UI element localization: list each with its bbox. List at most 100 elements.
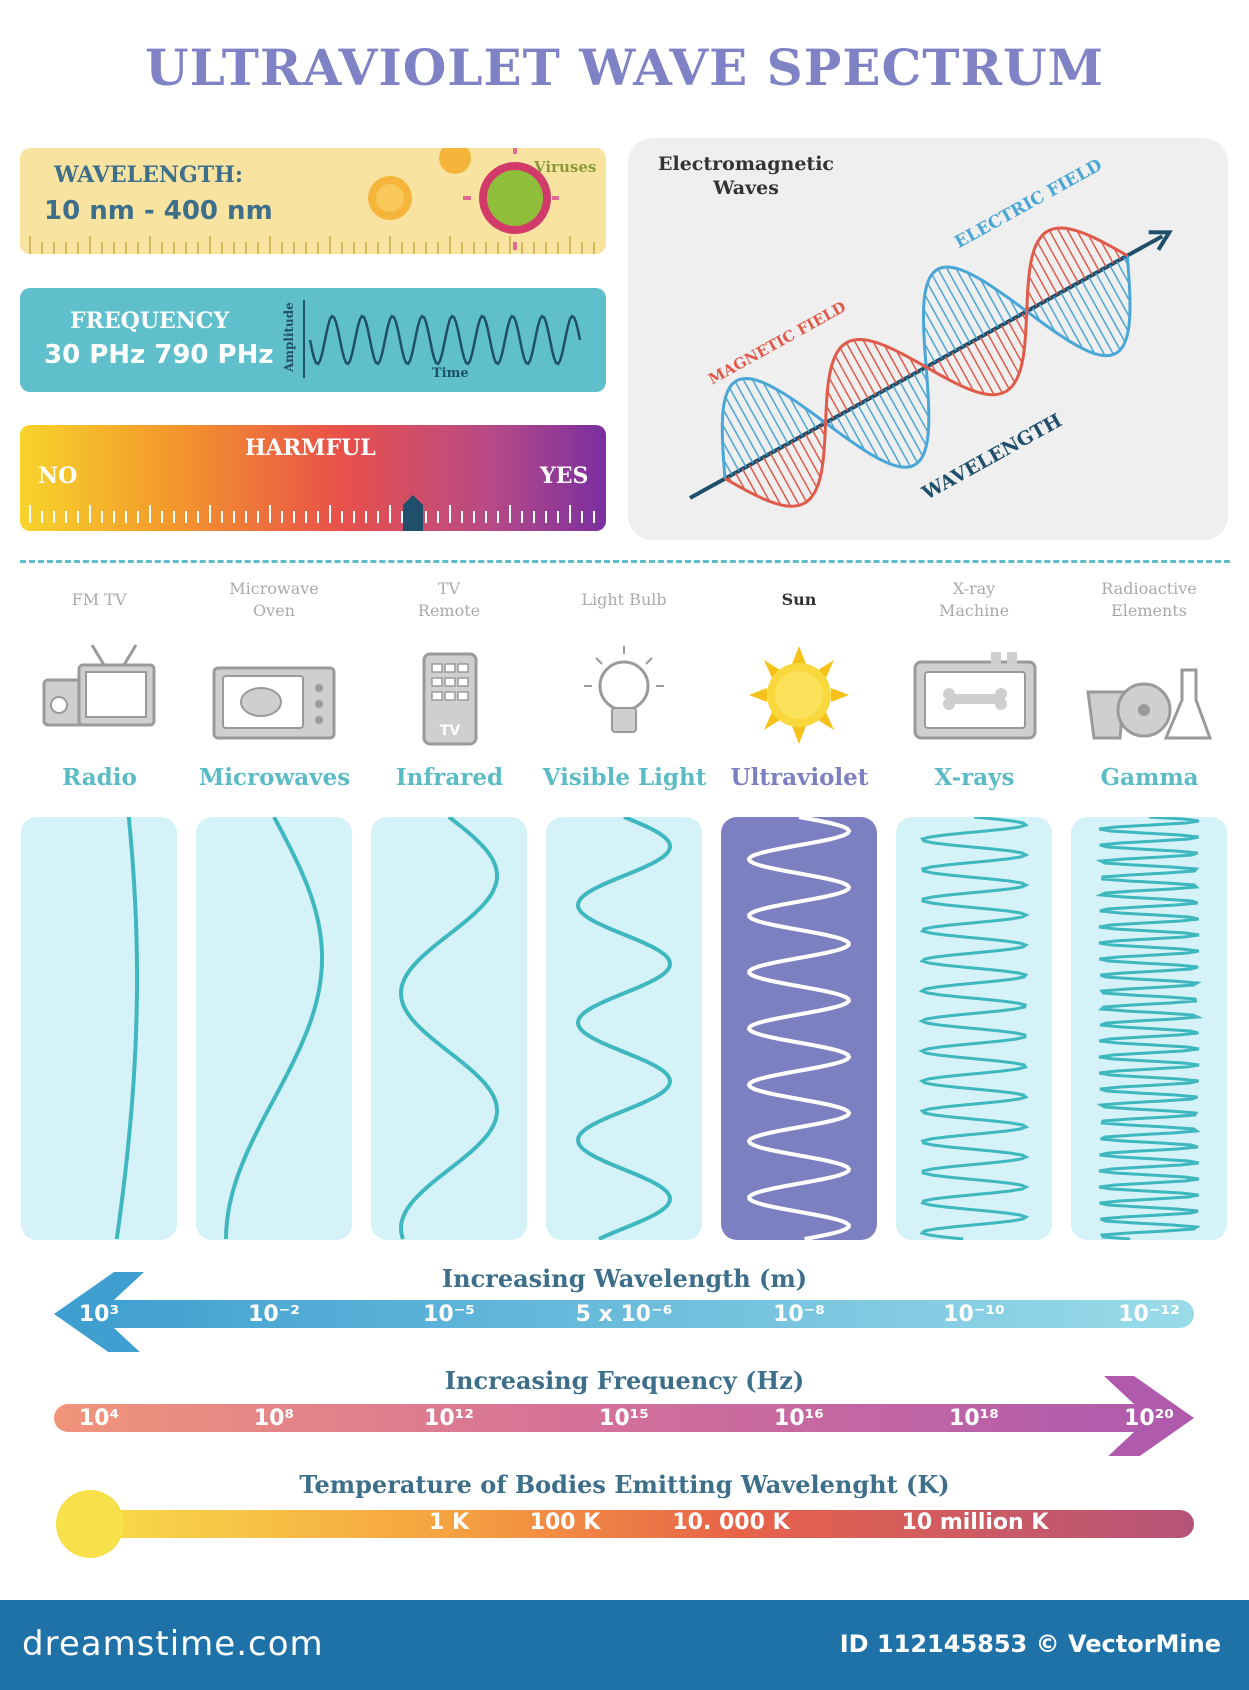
harmful-no-label: NO <box>38 463 78 489</box>
band-label-infrared: Infrared <box>395 764 504 791</box>
frequency-card: FREQUENCY 30 PHz 790 PHz Amplitude Time <box>20 288 606 392</box>
magnetic-hatch-line <box>830 365 856 408</box>
magnetic-hatch-line <box>755 460 782 506</box>
svg-text:TV: TV <box>440 723 461 739</box>
wave-panel-ultraviolet <box>721 817 877 1240</box>
electric-hatch-line <box>819 418 824 425</box>
magnetic-hatch-line <box>1021 313 1027 322</box>
electric-hatch-line <box>1008 298 1020 317</box>
band-label-ultraviolet: Ultraviolet <box>730 764 869 791</box>
magnetic-hatch-line <box>1048 229 1079 284</box>
em-title: Electromagnetic Waves <box>646 152 846 200</box>
magnetic-hatch-line <box>1036 241 1065 291</box>
electric-hatch-line <box>878 392 919 464</box>
footer-logo[interactable]: dreamstime.com <box>22 1624 324 1664</box>
electric-hatch-line <box>892 385 927 447</box>
magnetic-hatch-line <box>979 336 1010 390</box>
magnetic-hatch-line <box>769 453 800 506</box>
electric-hatch-line <box>1046 299 1071 342</box>
electric-hatch-line <box>836 416 852 442</box>
electric-hatch-line <box>922 308 950 355</box>
frequency-wave-graph <box>303 300 582 378</box>
electric-hatch-line <box>955 267 992 332</box>
wave-panel-microwaves <box>196 817 352 1240</box>
temperature-tick-label: 10 million K <box>901 1510 1049 1535</box>
magnetic-hatch-line <box>930 363 937 374</box>
frequency-tick-label: 10¹⁶ <box>774 1406 824 1431</box>
magnetic-hatch-line <box>1042 234 1072 287</box>
virus-icon <box>368 148 559 250</box>
electric-hatch-line <box>789 396 810 433</box>
electric-hatch-line <box>1123 257 1129 266</box>
harmful-indicator-icon <box>402 495 423 531</box>
harmful-card: HARMFUL NO YES <box>20 425 606 531</box>
xray-machine-icon <box>913 652 1037 740</box>
magnetic-hatch-line <box>965 344 995 396</box>
temperature-tick-label: 100 K <box>529 1510 601 1535</box>
electric-hatch-line <box>913 373 930 401</box>
electric-hatch-line <box>885 389 924 457</box>
band-label-radio: Radio <box>62 764 137 791</box>
source-name-line: Elements <box>1111 601 1187 620</box>
band-label-x-rays: X-rays <box>934 764 1015 791</box>
magnetic-hatch-line <box>804 433 824 466</box>
electric-hatch-line <box>1109 264 1131 303</box>
magnetic-hatch-line <box>1030 262 1051 299</box>
magnetic-hatch-line <box>1032 251 1058 295</box>
magnetic-hatch-line <box>951 352 975 392</box>
electric-hatch-line <box>1060 292 1096 355</box>
wavelength-heading: WAVELENGTH: <box>54 162 244 188</box>
time-label: Time <box>432 366 469 381</box>
magnetic-hatch-line <box>1113 247 1121 260</box>
electric-hatch-line <box>1081 280 1121 351</box>
source-name-line: X-ray <box>952 579 996 598</box>
source-name-line: Light Bulb <box>581 590 667 609</box>
electric-hatch-line <box>1053 295 1084 350</box>
magnetic-hatch-line <box>853 339 884 392</box>
magnetic-hatch-line <box>944 356 963 387</box>
wave-curve <box>398 817 500 1240</box>
magnetic-hatch-line <box>1076 230 1100 272</box>
magnetic-hatch-line <box>839 347 870 400</box>
magnetic-hatch-line <box>1007 321 1025 351</box>
wave-panel-gamma <box>1071 817 1227 1240</box>
electric-hatch-line <box>899 381 929 434</box>
electric-hatch-line <box>922 324 943 359</box>
electric-hatch-line <box>722 409 754 464</box>
magnetic-hatch-line <box>748 464 771 502</box>
section-divider <box>20 560 1230 563</box>
magnetic-hatch-line <box>958 348 986 395</box>
electric-hatch-line <box>920 369 928 382</box>
electric-hatch-line <box>937 268 978 340</box>
electric-hatch-line <box>762 382 796 441</box>
electric-hatch-line <box>843 412 866 451</box>
em-title-line1: Electromagnetic <box>658 153 834 175</box>
electric-hatch-line <box>926 282 964 348</box>
magnetic-hatch-line <box>1000 325 1023 364</box>
magnetic-hatch-line <box>776 449 808 503</box>
magnetic-hatch-line <box>741 468 759 497</box>
microwave-oven-icon <box>212 666 336 740</box>
wave-curve <box>575 817 673 1240</box>
wave-curve <box>224 817 324 1239</box>
band-label-microwaves: Microwaves <box>198 764 351 791</box>
source-name-infrared: TV Remote <box>369 578 529 622</box>
wavelength-scale-bar <box>54 1272 1194 1352</box>
wave-panel-visible-light <box>546 817 702 1240</box>
wave-curve <box>114 817 139 1240</box>
wave-panel-infrared <box>371 817 527 1240</box>
electric-hatch-line <box>1102 268 1131 318</box>
band-label-visible-light: Visible Light <box>542 764 707 791</box>
wavelength-tick-label: 10⁻⁵ <box>423 1302 475 1327</box>
harmful-yes-label: YES <box>540 463 589 489</box>
magnetic-hatch-line <box>1028 275 1045 303</box>
wavelength-tick-label: 10⁻⁸ <box>773 1302 825 1327</box>
electric-hatch-line <box>993 287 1013 320</box>
magnetic-hatch-line <box>825 405 835 419</box>
frequency-tick-label: 10¹⁸ <box>949 1406 999 1431</box>
band-label-gamma: Gamma <box>1100 764 1199 791</box>
electric-hatch-line <box>924 294 957 351</box>
electric-hatch-line <box>728 387 768 456</box>
source-name-gamma: Radioactive Elements <box>1069 578 1229 622</box>
wavelength-value: 10 nm - 400 nm <box>44 196 273 226</box>
